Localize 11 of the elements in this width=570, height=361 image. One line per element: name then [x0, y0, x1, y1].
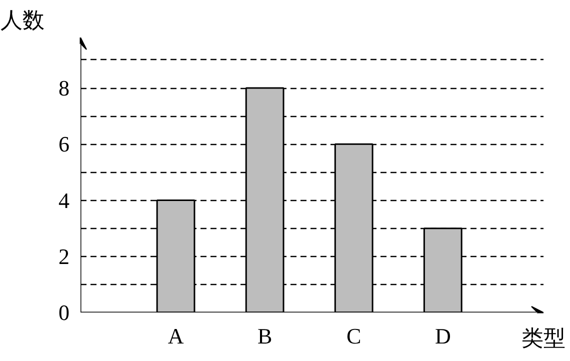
- x-tick-label: D: [434, 324, 451, 348]
- y-tick-label: 0: [58, 300, 70, 325]
- x-tick-label: B: [257, 324, 272, 348]
- y-axis-title: 人数: [0, 8, 44, 32]
- y-tick-label: 2: [58, 244, 70, 269]
- y-tick-label: 4: [58, 188, 70, 213]
- y-tick-label: 6: [58, 132, 70, 157]
- y-tick-label: 8: [58, 76, 70, 101]
- x-axis-title: 类型: [522, 326, 566, 350]
- x-tick-label: C: [346, 324, 362, 348]
- x-tick-label: A: [168, 324, 184, 348]
